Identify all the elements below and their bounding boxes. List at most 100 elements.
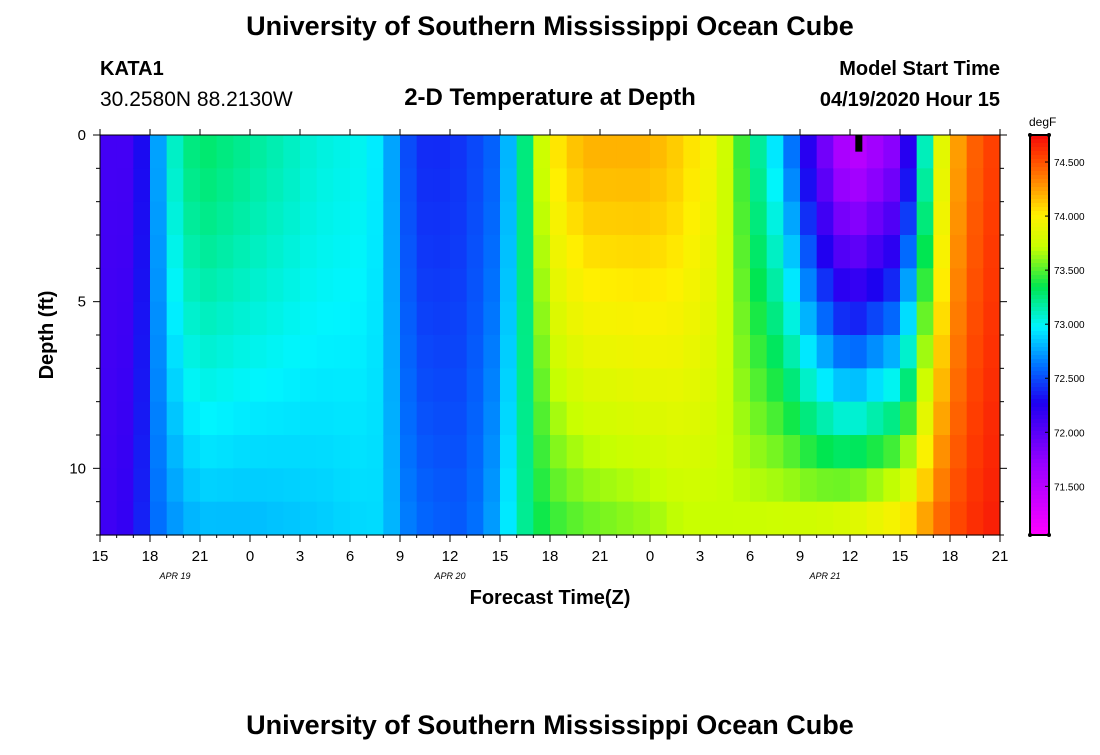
colorbar-segment xyxy=(1030,503,1049,508)
heatmap-cell xyxy=(933,168,951,203)
heatmap-cell xyxy=(783,201,801,236)
heatmap-cell xyxy=(400,201,418,236)
heatmap-cell xyxy=(916,135,934,169)
heatmap-cell xyxy=(283,435,301,469)
heatmap-cell xyxy=(500,201,518,236)
heatmap-cell xyxy=(366,301,384,336)
heatmap-cell xyxy=(250,368,268,403)
heatmap-cell xyxy=(850,235,868,269)
heatmap-cell xyxy=(866,268,884,303)
heatmap-cell xyxy=(933,368,951,403)
heatmap-cell xyxy=(950,501,968,536)
colorbar-tick-label: 74.500 xyxy=(1054,158,1085,169)
colorbar-segment xyxy=(1030,251,1049,256)
heatmap-cell xyxy=(683,368,701,403)
heatmap-cell xyxy=(333,201,351,236)
heatmap-cell xyxy=(383,201,401,236)
colorbar-segment xyxy=(1030,219,1049,224)
heatmap-cell xyxy=(783,301,801,336)
heatmap-cell xyxy=(116,335,134,369)
heatmap-cell xyxy=(783,501,801,536)
colorbar-segment xyxy=(1030,467,1049,472)
heatmap-cell xyxy=(300,201,318,236)
heatmap-cell xyxy=(383,368,401,403)
heatmap-cell xyxy=(766,235,784,269)
heatmap-cell xyxy=(550,135,568,169)
heatmap-cell xyxy=(783,368,801,403)
heatmap-cell xyxy=(166,268,184,303)
heatmap-cell xyxy=(150,268,168,303)
heatmap-cell xyxy=(450,468,468,503)
heatmap-cell xyxy=(483,435,501,469)
heatmap-cell xyxy=(250,168,268,203)
heatmap-cell xyxy=(383,235,401,269)
heatmap-cell xyxy=(616,301,634,336)
heatmap-cell xyxy=(666,168,684,203)
heatmap-cell xyxy=(850,301,868,336)
heatmap-cell xyxy=(600,201,618,236)
heatmap-cell xyxy=(350,235,368,269)
heatmap-cell xyxy=(166,168,184,203)
colorbar-segment xyxy=(1030,203,1049,208)
heatmap-cell xyxy=(233,268,251,303)
heatmap-cell xyxy=(900,201,918,236)
heatmap-cell xyxy=(650,201,668,236)
heatmap-cell xyxy=(966,435,984,469)
heatmap-cell xyxy=(933,501,951,536)
heatmap-cell xyxy=(916,468,934,503)
heatmap-cell xyxy=(983,335,1001,369)
heatmap-cell xyxy=(100,435,118,469)
heatmap-cell xyxy=(550,368,568,403)
heatmap-cell xyxy=(516,235,534,269)
heatmap-cell xyxy=(866,435,884,469)
heatmap-cell xyxy=(433,435,451,469)
heatmap-cell xyxy=(533,335,551,369)
heatmap-cell xyxy=(533,368,551,403)
heatmap-cell xyxy=(616,468,634,503)
date-label: APR 20 xyxy=(433,571,465,581)
colorbar-segment xyxy=(1030,399,1049,404)
heatmap-cell xyxy=(833,435,851,469)
heatmap-cell xyxy=(833,135,851,169)
heatmap-cell xyxy=(566,401,584,436)
heatmap-cell xyxy=(733,268,751,303)
heatmap-cell xyxy=(416,501,434,536)
heatmap-cell xyxy=(250,335,268,369)
heatmap-cell xyxy=(516,368,534,403)
heatmap-cell xyxy=(500,168,518,203)
heatmap-cell xyxy=(433,135,451,169)
heatmap-cell xyxy=(583,301,601,336)
heatmap-cell xyxy=(200,501,218,536)
heatmap-cell xyxy=(516,168,534,203)
colorbar-segment xyxy=(1030,151,1049,156)
heatmap-cell xyxy=(616,435,634,469)
heatmap-cell xyxy=(633,168,651,203)
heatmap-cell xyxy=(333,401,351,436)
heatmap-cell xyxy=(833,401,851,436)
colorbar-segment xyxy=(1030,523,1049,528)
colorbar: 74.500 74.000 73.500 73.000 72.500 72.000 71.5… xyxy=(1028,133,1085,537)
heatmap-cell xyxy=(866,235,884,269)
heatmap-cell xyxy=(333,135,351,169)
heatmap-cell xyxy=(233,168,251,203)
colorbar-segment xyxy=(1030,195,1049,200)
heatmap-cell xyxy=(100,135,118,169)
heatmap-cell xyxy=(900,468,918,503)
heatmap-cell xyxy=(300,235,318,269)
heatmap-cell xyxy=(600,268,618,303)
heatmap-cell xyxy=(533,235,551,269)
heatmap-cell xyxy=(250,201,268,236)
heatmap-cell xyxy=(183,201,201,236)
heatmap-cell xyxy=(833,168,851,203)
heatmap-cell xyxy=(950,435,968,469)
heatmap-cell xyxy=(966,135,984,169)
heatmap-cell xyxy=(150,335,168,369)
heatmap-cell xyxy=(983,301,1001,336)
colorbar-segment xyxy=(1030,395,1049,400)
heatmap-cell xyxy=(700,235,718,269)
heatmap-cell xyxy=(366,435,384,469)
heatmap-cell xyxy=(466,401,484,436)
heatmap-cell xyxy=(733,235,751,269)
heatmap-cell xyxy=(633,468,651,503)
heatmap-cell xyxy=(466,135,484,169)
